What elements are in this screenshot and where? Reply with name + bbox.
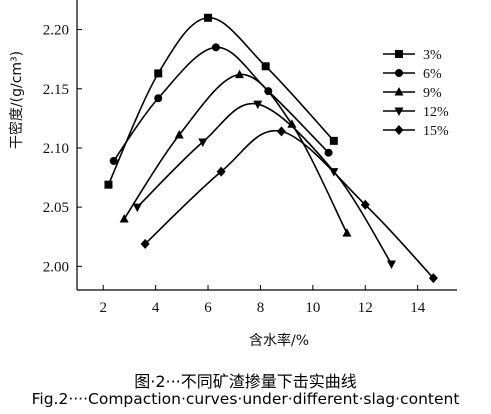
x-axis-title: 含水率/%: [249, 332, 309, 349]
series-line: [107, 16, 335, 185]
x-tick-label: 14: [410, 300, 426, 316]
chart-legend: 3% 6% 9% 12% 15%: [383, 48, 449, 139]
x-tick-label: 8: [257, 300, 265, 316]
data-point: [154, 94, 163, 103]
legend-item: 12%: [383, 105, 449, 120]
data-point: [342, 228, 352, 237]
series-1: [104, 13, 338, 189]
y-tick-label: 2.20: [43, 23, 69, 39]
data-point: [132, 203, 142, 213]
series-line: [113, 46, 330, 162]
data-point: [174, 129, 184, 139]
series-3: [119, 69, 352, 237]
data-point: [253, 100, 263, 110]
x-tick-label: 12: [358, 300, 373, 316]
x-tick-label: 10: [305, 300, 320, 316]
legend-label: 3%: [423, 48, 442, 63]
data-point: [324, 148, 333, 157]
y-tick-label: 2.05: [43, 200, 69, 216]
data-point: [428, 273, 438, 284]
data-point: [154, 69, 163, 78]
legend-marker: [394, 107, 404, 116]
legend-label: 12%: [423, 105, 449, 120]
figure-caption-chinese: 图·2···不同矿渣掺量下击实曲线: [134, 372, 357, 391]
series-layer: [104, 13, 438, 284]
data-point: [386, 260, 396, 269]
data-point: [234, 69, 244, 79]
legend-marker: [395, 50, 403, 58]
data-point: [329, 136, 338, 145]
chart-axes: 2 4 6 8 10 12 14 2.00 2.05 2.10 2.15 2.20: [43, 0, 457, 316]
legend-marker: [394, 87, 404, 96]
x-tick-label: 2: [99, 300, 107, 316]
legend-item: 9%: [383, 86, 442, 101]
series-line: [136, 102, 393, 265]
data-point: [211, 43, 220, 52]
data-point: [140, 238, 150, 249]
data-point: [119, 213, 129, 223]
y-tick-label: 2.10: [43, 141, 69, 157]
data-point: [360, 199, 370, 210]
legend-label: 6%: [423, 67, 442, 82]
series-4: [132, 100, 396, 269]
x-tick-label: 4: [152, 300, 160, 316]
data-point: [216, 166, 226, 177]
x-tick-label: 6: [204, 300, 212, 316]
legend-marker: [394, 125, 404, 135]
y-axis-title: 干密度/(g/cm³): [8, 51, 25, 149]
data-point: [109, 156, 118, 165]
y-tick-label: 2.15: [43, 82, 69, 98]
series-5: [140, 126, 438, 284]
data-point: [276, 126, 286, 137]
legend-label: 9%: [423, 86, 442, 101]
y-tick-label: 2.00: [43, 259, 69, 275]
series-line: [144, 129, 435, 279]
legend-item: 15%: [383, 124, 449, 139]
data-point: [287, 119, 297, 128]
legend-label: 15%: [423, 124, 449, 139]
legend-item: 3%: [383, 48, 442, 63]
figure-caption-english: Fig.2····Compaction·curves·under·differe…: [31, 390, 460, 408]
legend-item: 6%: [383, 67, 442, 82]
legend-marker: [395, 69, 403, 77]
data-point: [198, 138, 208, 148]
data-point: [104, 180, 113, 189]
data-point: [204, 13, 213, 22]
compaction-chart: 2 4 6 8 10 12 14 2.00 2.05 2.10 2.15 2.20 3% 6% 9% 12%…: [8, 0, 457, 349]
data-point: [261, 62, 270, 71]
